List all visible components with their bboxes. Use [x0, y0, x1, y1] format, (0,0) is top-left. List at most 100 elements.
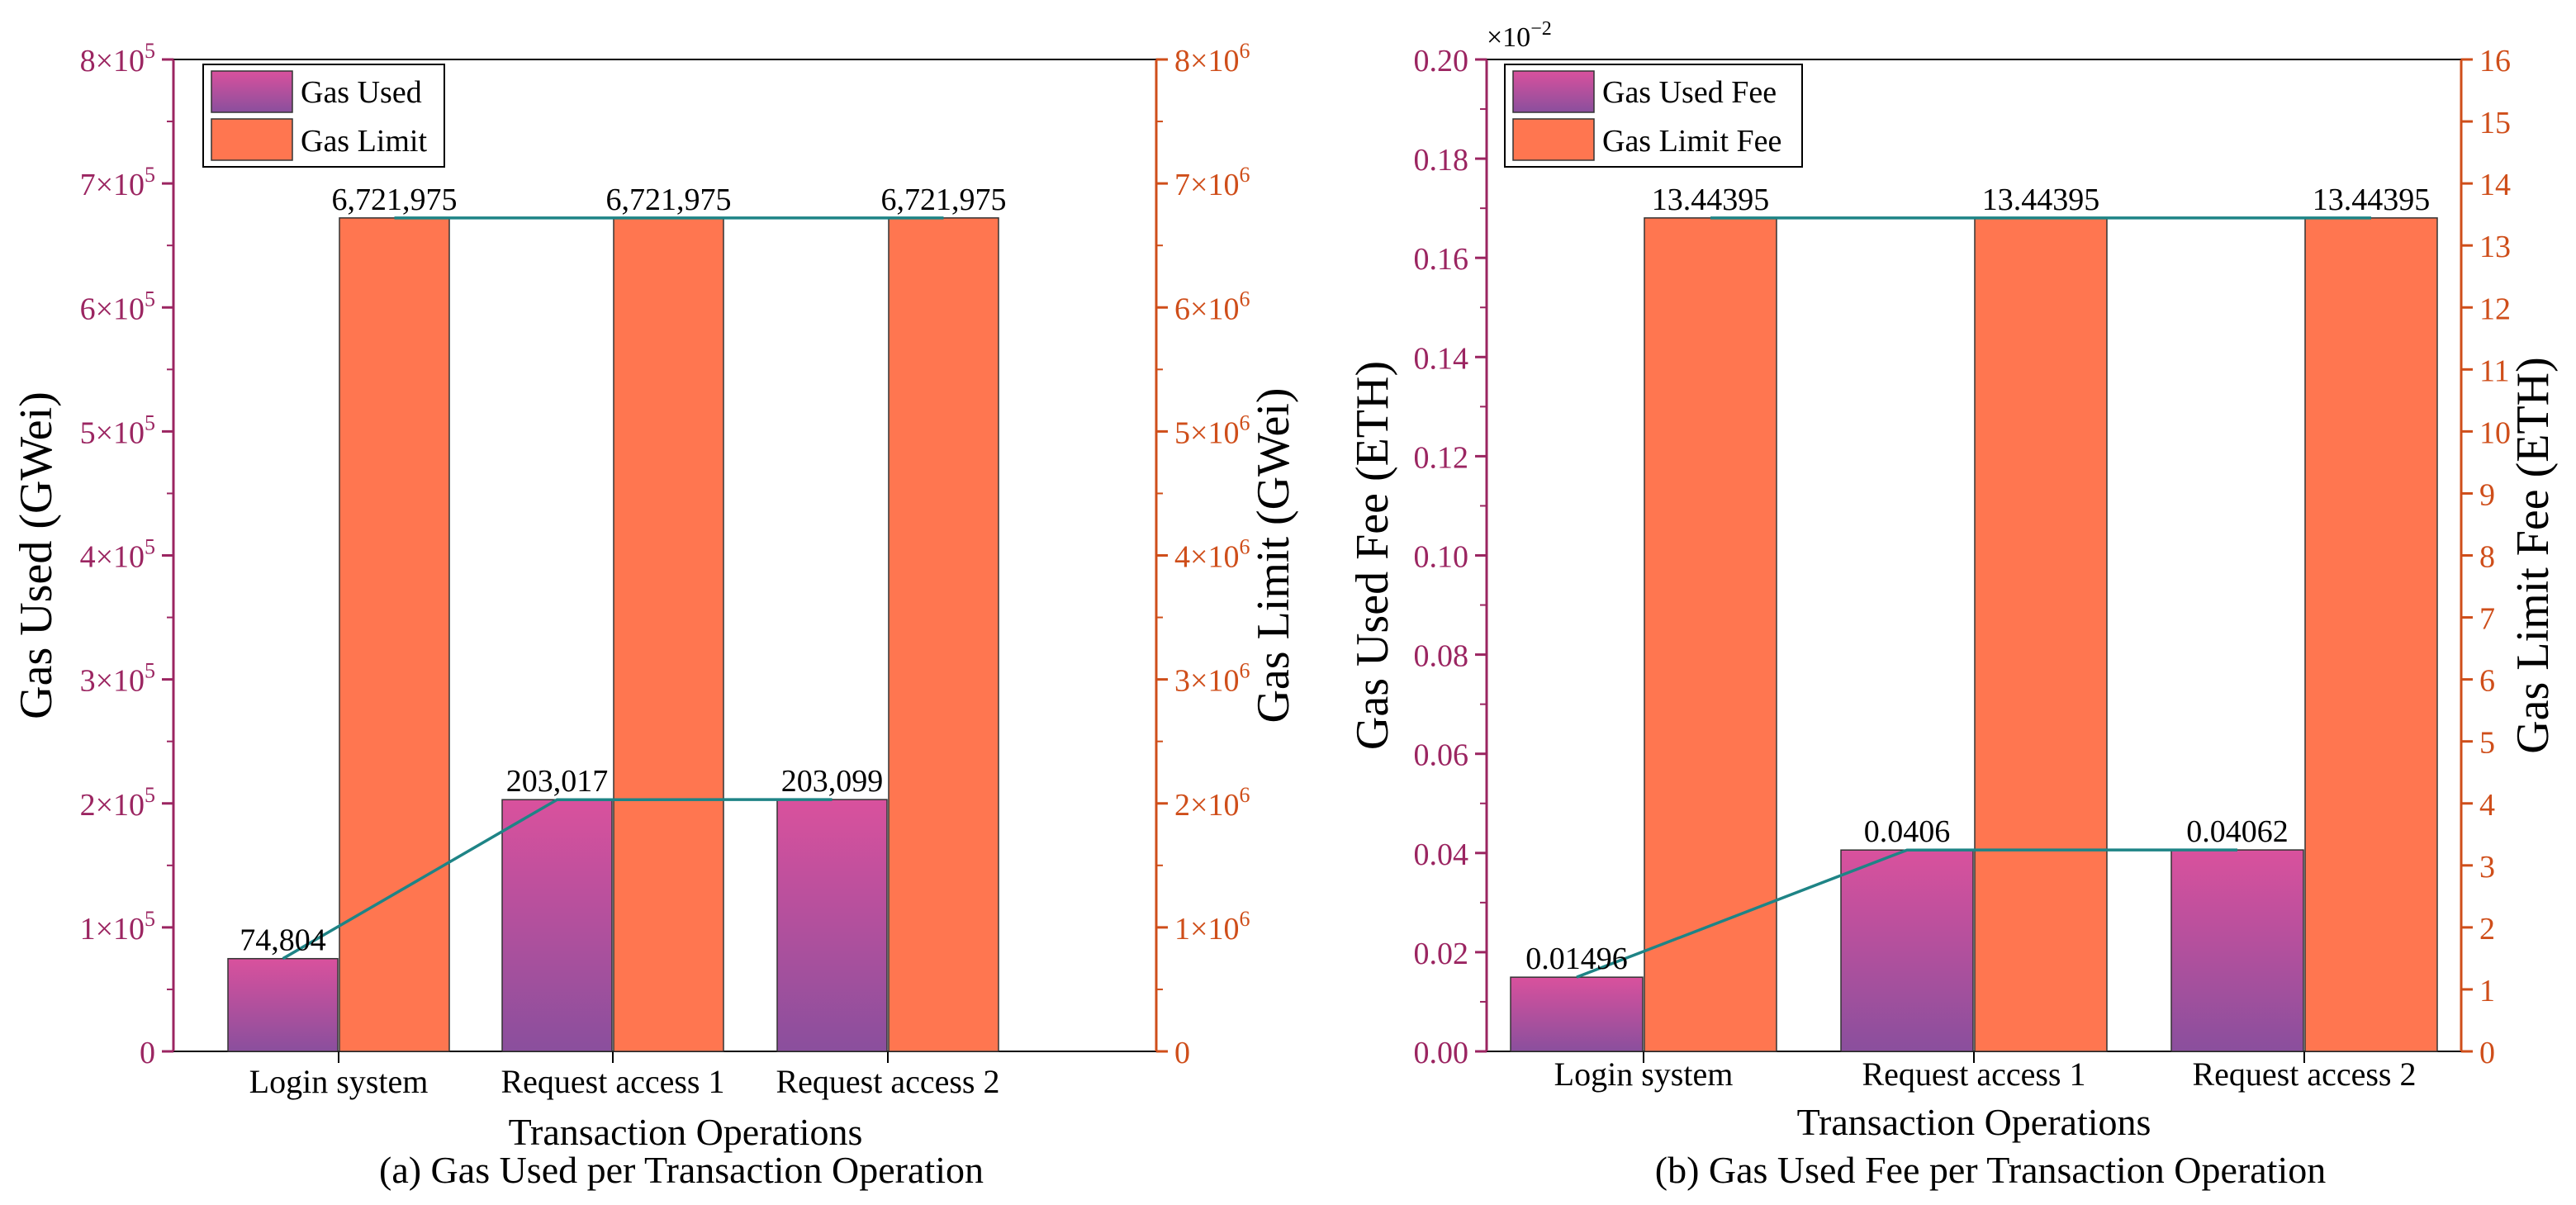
x-category-label: Request access 2 [776, 1063, 999, 1100]
tick-base: 10 [113, 664, 145, 699]
left-tick-label: 0.14 [1414, 341, 1469, 376]
tick-base: 10 [1207, 664, 1239, 699]
bar-used [1840, 849, 1974, 1052]
tick-exponent: 5 [145, 783, 155, 807]
legend-swatch-limit [211, 118, 293, 161]
right-tick-label: 0 [1174, 1036, 1190, 1070]
tick-exponent: 6 [1239, 39, 1250, 63]
bar-limit [888, 217, 999, 1052]
y-axis-title-left: Gas Used (GWei) [11, 391, 62, 719]
used-value-label: 74,804 [240, 923, 326, 958]
tick-mantissa: 8× [1174, 44, 1207, 78]
right-tick-label: 8×106 [1174, 39, 1250, 78]
used-value-label: 203,017 [506, 764, 609, 799]
left-tick-label: 0.20 [1414, 44, 1469, 78]
left-tick-label: 2×105 [80, 783, 155, 823]
tick-mantissa: 5× [1174, 415, 1207, 450]
tick-exponent: 5 [145, 659, 155, 683]
right-tick-label: 1 [2479, 974, 2495, 1008]
tick-base: 10 [1207, 44, 1239, 78]
bar-limit [1974, 217, 2108, 1052]
right-tick-label: 6×106 [1174, 287, 1250, 326]
bar-used [2170, 849, 2304, 1052]
right-tick-label: 12 [2479, 292, 2511, 326]
tick-base: 10 [113, 912, 145, 946]
used-connector-line [282, 798, 833, 961]
legend-swatch-used [211, 70, 293, 113]
y-axis-title-left: Gas Used Fee (ETH) [1347, 361, 1398, 750]
left-tick-label: 0.12 [1414, 440, 1469, 475]
left-tick-label: 6×105 [80, 287, 155, 326]
tick-base: 10 [113, 540, 145, 575]
left-tick-label: 0.04 [1414, 837, 1469, 872]
left-tick-label: 5×105 [80, 410, 155, 450]
limit-value-label: 13.44395 [1982, 183, 2100, 217]
tick-exponent: 5 [145, 535, 155, 559]
left-tick-label: 4×105 [80, 535, 155, 575]
left-tick-label: 1×105 [80, 907, 155, 946]
used-value-label: 0.01496 [1525, 942, 1628, 976]
tick-mantissa: 3× [80, 664, 113, 699]
right-tick-label: 16 [2479, 44, 2511, 78]
x-category-label: Login system [249, 1063, 429, 1100]
right-tick-label: 6 [2479, 664, 2495, 699]
used-connector-line [1576, 848, 2238, 979]
x-axis-title: Transaction Operations [1797, 1101, 2151, 1143]
used-value-label: 203,099 [781, 764, 884, 799]
tick-mantissa: 7× [1174, 168, 1207, 202]
legend-label-limit: Gas Limit Fee [1602, 124, 1781, 159]
left-tick-label: 0.00 [1414, 1036, 1469, 1070]
tick-mantissa: 1× [80, 912, 113, 946]
tick-mantissa: 0 [140, 1036, 155, 1070]
tick-base: 10 [1207, 415, 1239, 450]
tick-exponent: 5 [145, 907, 155, 931]
right-tick-label: 2×106 [1174, 783, 1250, 823]
bar-limit [2304, 217, 2438, 1052]
tick-mantissa: 6× [1174, 292, 1207, 326]
tick-exponent: 6 [1239, 659, 1250, 683]
tick-exponent: 5 [145, 163, 155, 187]
scale-base: ×10 [1487, 22, 1530, 53]
tick-exponent: 6 [1239, 907, 1250, 931]
left-tick-label: 3×105 [80, 659, 155, 699]
tick-mantissa: 2× [1174, 788, 1207, 823]
right-tick-label: 10 [2479, 415, 2511, 450]
limit-value-label: 6,721,975 [606, 183, 732, 217]
bar-used [1510, 976, 1644, 1052]
tick-base: 10 [113, 292, 145, 326]
bar-used [227, 957, 339, 1052]
right-tick-label: 4×106 [1174, 535, 1250, 575]
tick-base: 10 [1207, 788, 1239, 823]
right-tick-label: 7×106 [1174, 163, 1250, 202]
tick-mantissa: 3× [1174, 664, 1207, 699]
caption: (b) Gas Used Fee per Transaction Operati… [1655, 1149, 2326, 1191]
tick-mantissa: 2× [80, 788, 113, 823]
right-tick-label: 3 [2479, 850, 2495, 885]
tick-mantissa: 4× [1174, 540, 1207, 575]
tick-mantissa: 7× [80, 168, 113, 202]
limit-value-label: 13.44395 [2313, 183, 2431, 217]
right-tick-label: 13 [2479, 230, 2511, 264]
limit-value-label: 13.44395 [1652, 183, 1770, 217]
tick-exponent: 6 [1239, 410, 1250, 434]
legend-label-used: Gas Used [301, 75, 422, 110]
bar-used [776, 799, 888, 1052]
tick-exponent: 5 [145, 410, 155, 434]
x-category-label: Request access 1 [1862, 1056, 2085, 1093]
tick-exponent: 6 [1239, 783, 1250, 807]
left-tick-label: 8×105 [80, 39, 155, 78]
x-axis-title: Transaction Operations [509, 1111, 863, 1153]
left-tick-label: 0.02 [1414, 937, 1469, 971]
left-tick-label: 0.10 [1414, 540, 1469, 575]
tick-base: 10 [1207, 168, 1239, 202]
right-tick-label: 14 [2479, 168, 2511, 202]
tick-mantissa: 8× [80, 44, 113, 78]
left-tick-label: 7×105 [80, 163, 155, 202]
left-tick-label: 0.06 [1414, 738, 1469, 773]
used-value-label: 0.0406 [1864, 814, 1951, 849]
tick-exponent: 6 [1239, 163, 1250, 187]
tick-mantissa: 6× [80, 292, 113, 326]
right-tick-label: 3×106 [1174, 659, 1250, 699]
tick-exponent: 5 [145, 39, 155, 63]
right-tick-label: 4 [2479, 788, 2495, 823]
